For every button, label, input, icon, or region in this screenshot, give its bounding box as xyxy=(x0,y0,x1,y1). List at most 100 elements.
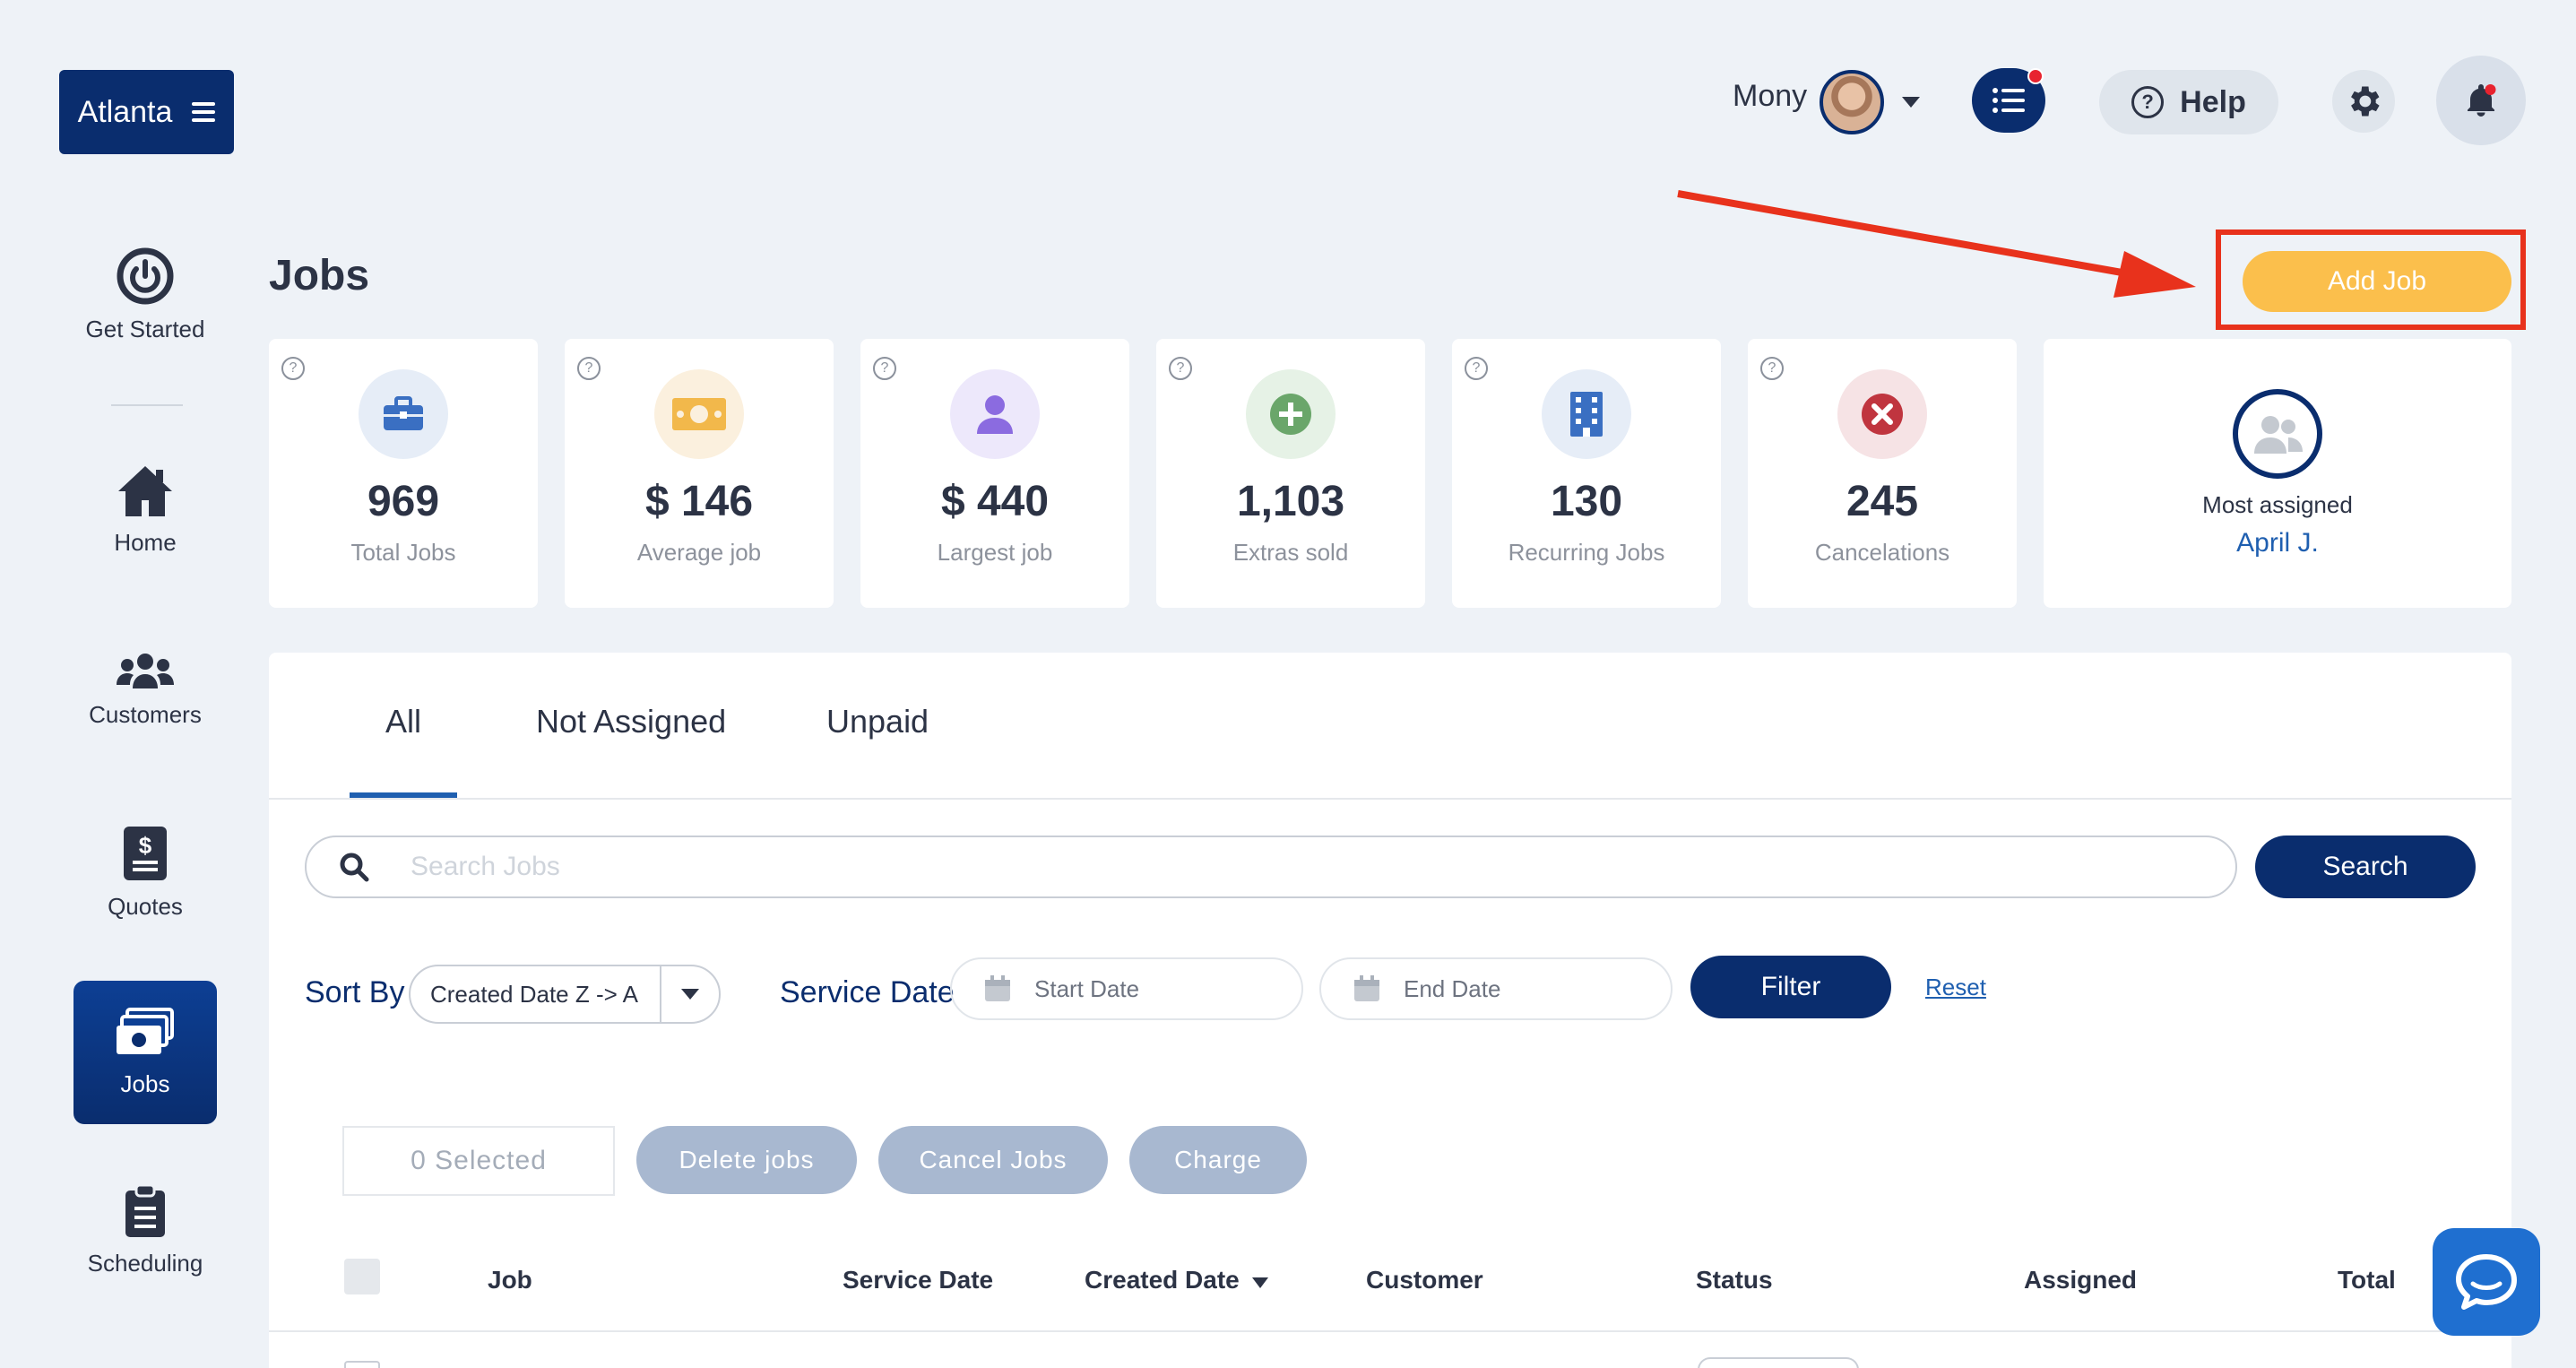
plus-circle-icon xyxy=(1246,369,1336,459)
user-name[interactable]: Mony xyxy=(1733,79,1808,113)
notifications-button[interactable] xyxy=(2436,56,2526,145)
question-icon: ? xyxy=(2131,86,2165,118)
tab-not-assigned[interactable]: Not Assigned xyxy=(536,703,727,740)
info-icon[interactable]: ? xyxy=(1169,357,1192,380)
active-tab-indicator xyxy=(350,792,457,798)
delete-jobs-button[interactable]: Delete jobs xyxy=(636,1126,857,1194)
search-field[interactable] xyxy=(305,836,2237,898)
sort-select[interactable]: Created Date Z -> A xyxy=(409,965,721,1024)
service-date-label: Service Date xyxy=(780,975,955,1009)
list-icon xyxy=(1993,88,2025,113)
column-header-service-date[interactable]: Service Date xyxy=(843,1266,994,1294)
search-button[interactable]: Search xyxy=(2255,836,2476,898)
stat-label: Largest job xyxy=(937,539,1053,566)
cancel-jobs-button[interactable]: Cancel Jobs xyxy=(878,1126,1108,1194)
stat-label: Recurring Jobs xyxy=(1508,539,1665,566)
info-icon[interactable]: ? xyxy=(281,357,305,380)
gear-icon xyxy=(2351,86,2380,117)
stat-card-recurring-jobs: ? 130 Recurring Jobs xyxy=(1452,339,1721,608)
row-status-badge xyxy=(1698,1357,1859,1368)
users-icon xyxy=(117,654,174,688)
end-date-field[interactable]: End Date xyxy=(1319,957,1673,1020)
x-circle-icon xyxy=(1837,369,1927,459)
column-header-assigned[interactable]: Assigned xyxy=(2024,1266,2138,1294)
column-header-customer[interactable]: Customer xyxy=(1366,1266,1483,1294)
select-all-checkbox[interactable] xyxy=(344,1259,380,1294)
end-date-placeholder: End Date xyxy=(1404,974,1501,1002)
info-icon[interactable]: ? xyxy=(577,357,601,380)
caret-down-icon[interactable] xyxy=(660,966,719,1022)
power-icon xyxy=(117,247,174,305)
stat-card-extras-sold: ? 1,103 Extras sold xyxy=(1156,339,1425,608)
sort-by-label: Sort By xyxy=(305,975,405,1009)
sidebar-item-get-started[interactable]: Get Started xyxy=(73,247,217,343)
table-header-divider xyxy=(269,1330,2511,1332)
stat-value: 130 xyxy=(1550,478,1623,525)
help-button[interactable]: ? Help xyxy=(2099,70,2278,134)
start-date-field[interactable]: Start Date xyxy=(950,957,1303,1020)
sidebar-item-customers[interactable]: Customers xyxy=(73,651,217,729)
page-title: Jobs xyxy=(269,252,370,299)
info-icon[interactable]: ? xyxy=(1760,357,1784,380)
sidebar-item-label: Home xyxy=(114,529,177,556)
calendar-icon xyxy=(1354,975,1379,1001)
info-icon[interactable]: ? xyxy=(873,357,896,380)
column-header-created-date[interactable]: Created Date xyxy=(1085,1266,1268,1294)
column-header-job[interactable]: Job xyxy=(488,1266,532,1294)
stat-card-largest-job: ? $ 440 Largest job xyxy=(860,339,1129,608)
stat-value: 245 xyxy=(1846,478,1919,525)
sidebar-item-label: Get Started xyxy=(85,316,205,342)
sidebar-item-home[interactable]: Home xyxy=(73,464,217,557)
search-input[interactable] xyxy=(411,852,2114,882)
location-menu-button[interactable]: Atlanta xyxy=(59,70,234,154)
cash-icon xyxy=(654,369,744,459)
sidebar-item-jobs[interactable]: Jobs xyxy=(73,981,217,1124)
search-icon xyxy=(340,853,369,882)
jobs-panel xyxy=(269,653,2511,1368)
most-assigned-title: Most assigned xyxy=(2202,491,2353,518)
hamburger-icon xyxy=(192,102,216,122)
stat-label: Cancelations xyxy=(1814,539,1950,566)
group-icon xyxy=(2233,389,2322,479)
stat-value: $ 440 xyxy=(940,478,1050,525)
sidebar-item-quotes[interactable]: $ Quotes xyxy=(73,825,217,921)
column-header-status[interactable]: Status xyxy=(1696,1266,1773,1294)
stat-card-average-job: ? $ 146 Average job xyxy=(565,339,834,608)
row-checkbox[interactable] xyxy=(344,1361,380,1368)
avatar[interactable] xyxy=(1820,70,1884,134)
chat-bubble-icon xyxy=(2456,1254,2517,1310)
home-icon xyxy=(118,466,172,516)
most-assigned-name[interactable]: April J. xyxy=(2236,528,2319,558)
charge-button[interactable]: Charge xyxy=(1129,1126,1307,1194)
reset-link[interactable]: Reset xyxy=(1925,974,1986,1000)
stat-value: $ 146 xyxy=(644,478,754,525)
filter-button[interactable]: Filter xyxy=(1690,956,1891,1018)
settings-button[interactable] xyxy=(2332,70,2395,133)
stat-label: Extras sold xyxy=(1232,539,1349,566)
stat-value: 1,103 xyxy=(1236,478,1345,525)
calendar-icon xyxy=(985,975,1010,1001)
bell-icon xyxy=(2468,84,2496,117)
sidebar-item-label: Customers xyxy=(89,701,202,728)
sidebar-divider xyxy=(111,404,183,406)
sidebar-item-scheduling[interactable]: Scheduling xyxy=(73,1185,217,1277)
chevron-down-icon[interactable] xyxy=(1902,97,1920,108)
column-header-total[interactable]: Total xyxy=(2338,1266,2396,1294)
info-icon[interactable]: ? xyxy=(1465,357,1488,380)
location-name: Atlanta xyxy=(77,94,173,129)
tab-all[interactable]: All xyxy=(385,703,422,740)
notification-dot xyxy=(2027,68,2044,84)
add-job-button[interactable]: Add Job xyxy=(2243,251,2511,312)
tabs-divider xyxy=(269,798,2511,800)
tab-unpaid[interactable]: Unpaid xyxy=(826,703,929,740)
column-header-label: Created Date xyxy=(1085,1266,1240,1294)
chat-button[interactable] xyxy=(2433,1228,2540,1336)
sidebar-item-label: Scheduling xyxy=(87,1250,203,1277)
selected-count: 0 Selected xyxy=(342,1126,615,1196)
money-icon xyxy=(117,1007,174,1054)
help-label: Help xyxy=(2180,84,2246,119)
start-date-placeholder: Start Date xyxy=(1034,974,1140,1002)
sidebar-item-label: Quotes xyxy=(108,893,183,920)
most-assigned-card: Most assigned April J. xyxy=(2044,339,2511,608)
annotation-arrow xyxy=(1677,190,2196,298)
